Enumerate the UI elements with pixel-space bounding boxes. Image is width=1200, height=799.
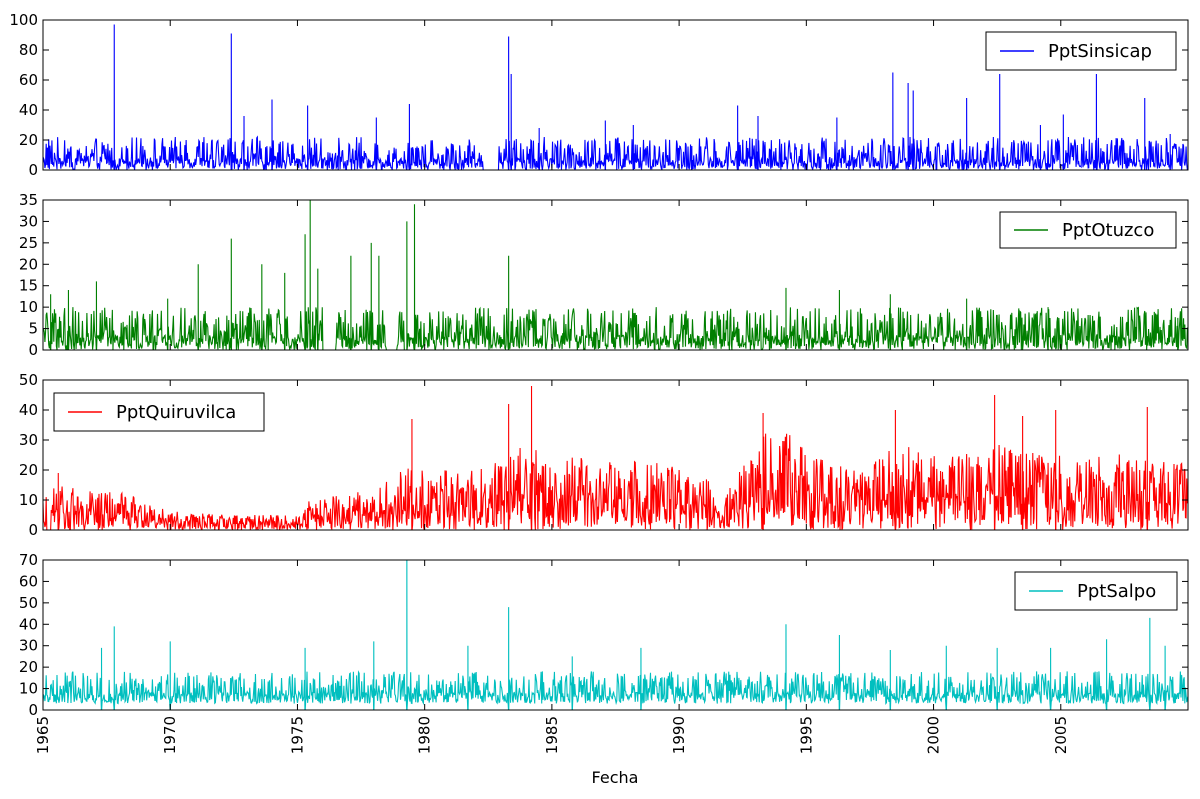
y-tick-label: 50 [19,594,38,612]
y-tick-label: 20 [19,658,38,676]
y-tick-label: 25 [19,234,38,252]
legend-PptQuiruvilca: PptQuiruvilca [53,392,265,432]
y-tick-label: 100 [9,11,38,29]
axes-frame [42,199,1189,351]
y-tick-label: 40 [19,101,38,119]
y-tick-label: 50 [19,371,38,389]
legend-PptOtuzco: PptOtuzco [999,211,1177,249]
y-tick-label: 70 [19,551,38,569]
x-tick-label: 1980 [416,716,434,754]
x-tick-label: 1970 [161,716,179,754]
legend-PptSalpo: PptSalpo [1014,571,1178,611]
y-tick-label: 20 [19,131,38,149]
y-tick-label: 60 [19,572,38,590]
legend-label: PptQuiruvilca [116,402,236,423]
y-tick-label: 60 [19,71,38,89]
x-tick-label: 1975 [288,716,306,754]
legend-label: PptSalpo [1077,581,1156,602]
y-tick-label: 30 [19,431,38,449]
x-tick-label: 1985 [543,716,561,754]
legend-label: PptOtuzco [1062,220,1154,241]
x-tick-label: 2000 [925,716,943,754]
series-line-PptSalpo [43,560,1188,710]
x-tick-label: 1995 [797,716,815,754]
y-tick-label: 0 [28,701,38,719]
axes-frame [42,559,1189,711]
y-tick-label: 0 [28,521,38,539]
y-tick-label: 35 [19,191,38,209]
y-tick-label: 20 [19,461,38,479]
y-tick-label: 80 [19,41,38,59]
subplot-PptSalpo: 0 10 20 30 40 50 60 70 PptSalpo 1965 1970 1975 1980 1… [19,551,1189,754]
subplot-stack: 020406080100PptSinsicap05101520253035Ppt… [9,11,1189,754]
y-tick-label: 30 [19,637,38,655]
y-tick-label: 0 [28,161,38,179]
subplot-PptQuiruvilca: 0 10 20 30 40 50 PptQuiruvilca [19,371,1189,539]
y-tick-label: 40 [19,615,38,633]
axes-frame [42,19,1189,171]
x-axis-label: Fecha [592,768,639,787]
y-tick-label: 10 [19,298,38,316]
x-tick-label: 1990 [670,716,688,754]
subplot-PptOtuzco: 0 5 10 15 20 25 30 35 PptOtuzco [19,191,1189,359]
series-line-PptQuiruvilca [43,385,1188,530]
y-tick-label: 5 [28,320,38,338]
y-tick-label: 10 [19,680,38,698]
axes-frame [42,379,1189,531]
x-tick-label: 1965 [34,716,52,754]
y-tick-label: 15 [19,277,38,295]
y-tick-label: 40 [19,401,38,419]
x-tick-label: 2005 [1052,716,1070,754]
legend-label: PptSinsicap [1048,41,1152,62]
y-tick-label: 30 [19,212,38,230]
subplot-PptSinsicap: 0 20 40 60 80 100 PptSinsicap [9,11,1189,179]
legend-PptSinsicap: PptSinsicap [985,31,1177,71]
y-tick-label: 0 [28,341,38,359]
y-tick-label: 20 [19,255,38,273]
y-tick-label: 10 [19,491,38,509]
series-line-PptOtuzco [43,200,1188,350]
